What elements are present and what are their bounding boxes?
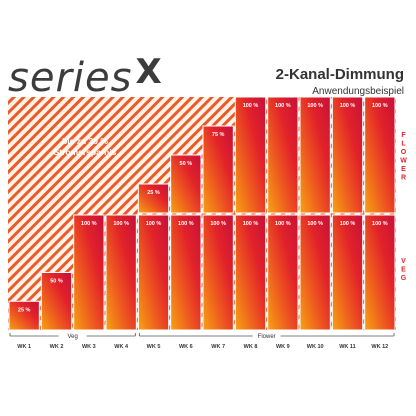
data-label-veg-1: 25 %	[18, 307, 31, 313]
data-label-flower-10: 100 %	[307, 103, 323, 109]
data-label-veg-5: 100 %	[146, 221, 162, 227]
page-title: 2-Kanal-Dimmung	[275, 66, 404, 83]
x-tick-label-7: WK 7	[211, 344, 225, 350]
data-label-veg-8: 100 %	[243, 221, 259, 227]
x-tick-label-4: WK 4	[114, 344, 129, 350]
x-tick-label-10: WK 10	[307, 344, 324, 350]
data-label-flower-9: 100 %	[275, 103, 291, 109]
bar-flower-11	[331, 96, 364, 214]
data-label-veg-3: 100 %	[81, 221, 97, 227]
bar-veg-6	[170, 214, 202, 331]
bar-flower-9	[267, 96, 299, 214]
bar-veg-2	[40, 272, 73, 331]
bar-flower-5	[137, 183, 170, 214]
data-label-veg-11: 100 %	[340, 221, 356, 227]
phase-label-flower: Flower	[258, 334, 276, 340]
data-label-flower-6: 50 %	[180, 161, 193, 167]
page-subtitle: Anwendungsbeispiel	[312, 86, 404, 97]
data-label-flower-11: 100 %	[340, 103, 356, 109]
phase-label-bg-veg	[58, 332, 87, 340]
veg-side-label: VEG	[400, 258, 407, 284]
x-tick-label-12: WK 12	[371, 344, 388, 350]
bar-veg-5	[137, 214, 170, 331]
brand-mark: X	[135, 52, 163, 92]
bar-flower-8	[234, 96, 267, 214]
data-label-veg-4: 100 %	[113, 221, 129, 227]
bar-veg-3	[73, 214, 105, 331]
x-tick-label-5: WK 5	[147, 344, 161, 350]
bar-veg-9	[267, 214, 299, 331]
x-tick-label-8: WK 8	[244, 344, 258, 350]
data-label-veg-6: 100 %	[178, 221, 194, 227]
bar-veg-12	[364, 214, 396, 331]
bar-flower-7	[202, 125, 234, 214]
data-label-flower-5: 25 %	[147, 190, 160, 196]
data-label-flower-8: 100 %	[243, 103, 259, 109]
phase-label-veg: Veg	[67, 334, 77, 340]
savings-line-1: bis zu 30 %	[62, 136, 108, 146]
data-label-veg-10: 100 %	[307, 221, 323, 227]
data-label-veg-9: 100 %	[275, 221, 291, 227]
flower-side-label: FLOWER	[400, 132, 407, 183]
data-label-veg-7: 100 %	[210, 221, 226, 227]
data-label-flower-12: 100 %	[372, 103, 388, 109]
phase-label-bg-flower	[252, 332, 281, 340]
savings-line-2: Stromersparnis	[53, 146, 117, 157]
brand-name: series	[8, 55, 133, 101]
bar-veg-8	[234, 214, 267, 331]
bar-veg-7	[202, 214, 234, 331]
bar-veg-1	[8, 300, 40, 331]
bar-veg-4	[105, 214, 137, 331]
data-label-veg-12: 100 %	[372, 221, 388, 227]
bar-flower-6	[170, 154, 202, 214]
x-tick-label-9: WK 9	[276, 344, 290, 350]
x-tick-label-11: WK 11	[339, 344, 356, 350]
savings-hatch-area	[8, 97, 396, 330]
bar-flower-12	[364, 96, 396, 214]
data-label-veg-2: 50 %	[50, 279, 63, 285]
savings-annotation: bis zu 30 % Stromersparnis	[40, 136, 130, 157]
brand-logo: seriesX	[8, 55, 163, 101]
data-label-flower-7: 75 %	[212, 132, 225, 138]
x-tick-label-6: WK 6	[179, 344, 193, 350]
x-tick-label-1: WK 1	[17, 344, 31, 350]
x-tick-label-2: WK 2	[50, 344, 64, 350]
bar-veg-11	[331, 214, 364, 331]
x-tick-label-3: WK 3	[82, 344, 96, 350]
bar-flower-10	[299, 96, 331, 214]
bar-veg-10	[299, 214, 331, 331]
